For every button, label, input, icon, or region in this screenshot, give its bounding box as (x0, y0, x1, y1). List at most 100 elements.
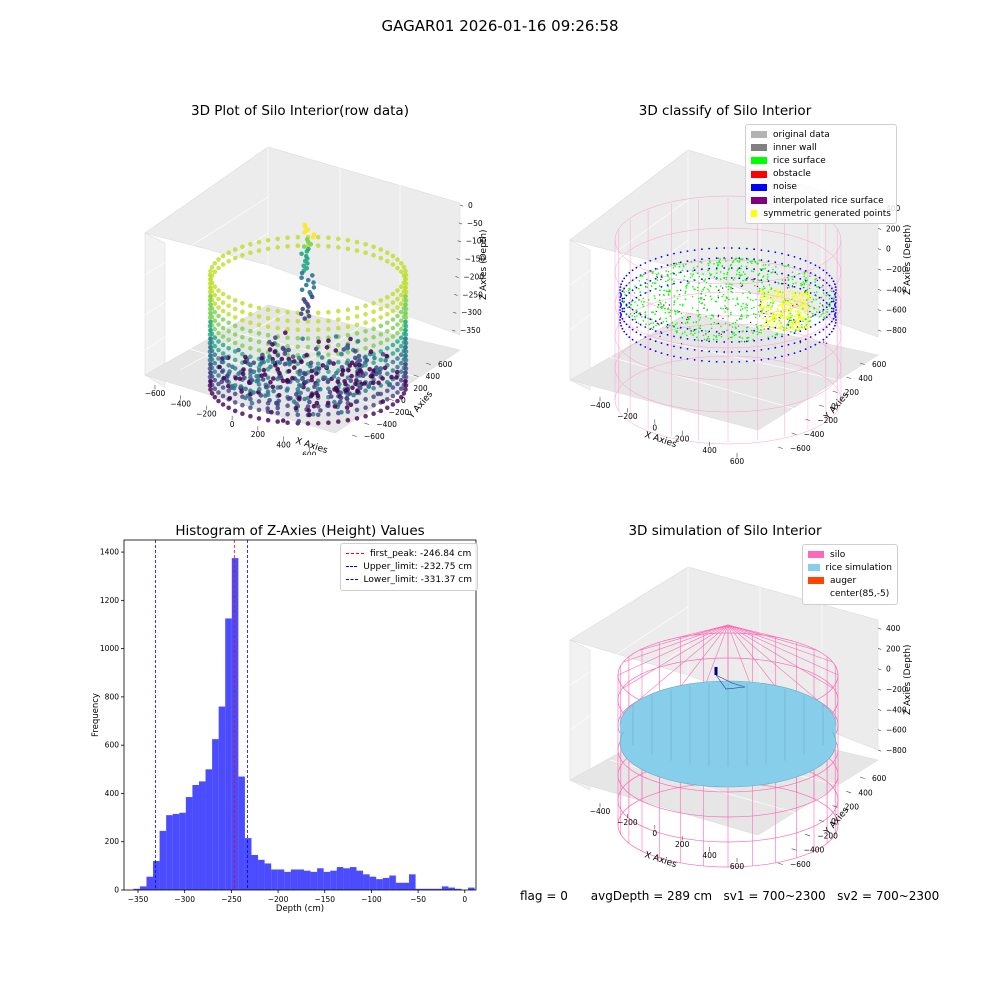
tick-label: 200 (886, 644, 901, 653)
histogram-bar (225, 618, 232, 890)
legend-swatch (808, 590, 824, 598)
data-point (345, 417, 351, 423)
noise-point (723, 267, 726, 269)
rice-point (667, 275, 669, 277)
rice-point (783, 329, 785, 331)
symmetric-point (781, 311, 784, 314)
data-point (285, 335, 290, 340)
x-tick-label: 0 (462, 895, 467, 904)
noise-point (708, 277, 711, 280)
silo-roof (727, 624, 818, 700)
histogram-bar (468, 887, 475, 890)
legend-item: silo (808, 548, 892, 561)
data-point (403, 294, 408, 299)
symmetric-point (803, 311, 806, 313)
interpolated-point (659, 335, 661, 338)
rice-point (635, 309, 638, 312)
noise-point (809, 282, 812, 284)
noise-point (686, 260, 689, 262)
legend-label: auger (830, 575, 857, 586)
histogram-bar (277, 869, 285, 890)
rice-point (669, 315, 672, 317)
rice-point (629, 288, 631, 291)
rice-point (749, 298, 752, 301)
noise-point (774, 251, 777, 254)
rice-point (675, 274, 677, 276)
interpolated-point (663, 304, 665, 306)
data-point (308, 360, 314, 366)
data-point (305, 319, 311, 324)
rice-point (677, 311, 679, 314)
symmetric-point (807, 307, 810, 310)
noise-point (745, 267, 748, 270)
tick-label: 400 (276, 440, 291, 449)
data-point (403, 383, 409, 388)
legend-item: interpolated rice surface (751, 194, 891, 207)
rice-point (753, 259, 756, 262)
symmetric-point (786, 316, 788, 319)
noise-point (787, 284, 790, 287)
rice-point (815, 295, 817, 297)
rice-point (741, 337, 744, 339)
noise-point (619, 302, 622, 304)
histogram-bar (244, 838, 252, 890)
legend-item: center(85,-5) (808, 588, 892, 601)
symmetric-point (761, 328, 764, 331)
tick-label: −800 (886, 746, 907, 755)
tick-label: 0 (831, 817, 836, 826)
rice-point (629, 313, 632, 315)
symmetric-point (798, 321, 800, 324)
y-tick-label: 800 (105, 692, 120, 701)
data-point (238, 384, 244, 389)
data-point (332, 399, 337, 405)
noise-point (828, 274, 831, 277)
noise-point (830, 300, 833, 303)
histogram-xlabel: Depth (cm) (276, 904, 324, 914)
rice-point (741, 258, 744, 260)
noise-point (738, 257, 741, 260)
rice-point (830, 290, 833, 292)
rice-point (713, 263, 715, 265)
data-point (348, 336, 353, 342)
data-point (286, 347, 291, 353)
rice-point (708, 272, 711, 275)
data-point (297, 383, 302, 388)
interpolated-point (796, 303, 798, 305)
data-point (378, 340, 384, 346)
rice-point (733, 332, 735, 334)
rice-point (732, 279, 735, 281)
symmetric-point (771, 315, 774, 317)
symmetric-point (777, 304, 780, 307)
rice-point (813, 307, 815, 309)
data-point (371, 343, 376, 348)
symmetric-point (808, 323, 811, 326)
data-point (247, 362, 253, 367)
data-point (304, 282, 309, 288)
rice-point (696, 336, 698, 339)
noise-point (834, 292, 837, 294)
noise-point (715, 330, 718, 333)
data-point (305, 309, 310, 314)
legend-item: obstacle (751, 168, 891, 181)
rice-point (816, 311, 818, 313)
noise-point (654, 320, 657, 323)
data-point (403, 281, 409, 286)
symmetric-point (794, 319, 797, 322)
noise-point (621, 280, 624, 283)
noise-point (620, 304, 622, 307)
data-point (254, 378, 259, 384)
rice-point (776, 333, 779, 336)
rice-point (639, 291, 641, 293)
data-point (294, 401, 299, 407)
rice-point (712, 314, 714, 317)
rice-point (757, 274, 759, 277)
noise-point (623, 320, 626, 323)
data-point (355, 338, 361, 344)
symmetric-point (787, 317, 790, 319)
rice-point (663, 289, 665, 292)
symmetric-point (800, 306, 803, 309)
interpolated-point (760, 301, 762, 303)
rice-point (648, 323, 651, 326)
data-point (216, 390, 221, 395)
rice-point (734, 304, 737, 307)
